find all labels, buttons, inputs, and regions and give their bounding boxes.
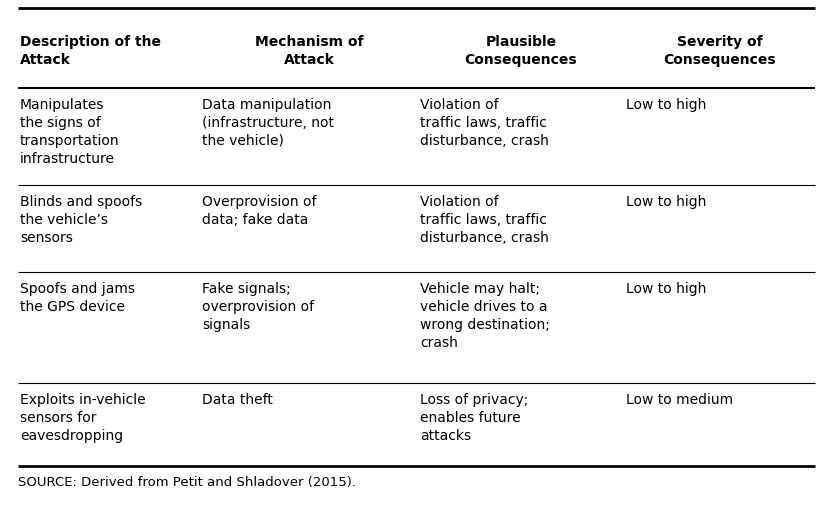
Text: Low to medium: Low to medium xyxy=(626,393,733,407)
Text: Fake signals;
overprovision of
signals: Fake signals; overprovision of signals xyxy=(202,282,314,332)
Text: Vehicle may halt;
vehicle drives to a
wrong destination;
crash: Vehicle may halt; vehicle drives to a wr… xyxy=(420,282,550,350)
Text: Overprovision of
data; fake data: Overprovision of data; fake data xyxy=(202,195,317,227)
Text: Mechanism of
Attack: Mechanism of Attack xyxy=(255,35,363,67)
Text: Violation of
traffic laws, traffic
disturbance, crash: Violation of traffic laws, traffic distu… xyxy=(420,195,549,245)
Text: Violation of
traffic laws, traffic
disturbance, crash: Violation of traffic laws, traffic distu… xyxy=(420,98,549,147)
Text: Blinds and spoofs
the vehicle’s
sensors: Blinds and spoofs the vehicle’s sensors xyxy=(20,195,142,245)
Text: Low to high: Low to high xyxy=(626,282,706,296)
Text: SOURCE: Derived from Petit and Shladover (2015).: SOURCE: Derived from Petit and Shladover… xyxy=(18,476,356,489)
Text: Low to high: Low to high xyxy=(626,195,706,209)
Text: Data theft: Data theft xyxy=(202,393,273,407)
Text: Spoofs and jams
the GPS device: Spoofs and jams the GPS device xyxy=(20,282,135,314)
Text: Loss of privacy;
enables future
attacks: Loss of privacy; enables future attacks xyxy=(420,393,528,443)
Text: Low to high: Low to high xyxy=(626,98,706,112)
Text: Plausible
Consequences: Plausible Consequences xyxy=(465,35,577,67)
Text: Description of the
Attack: Description of the Attack xyxy=(20,35,161,67)
Text: Manipulates
the signs of
transportation
infrastructure: Manipulates the signs of transportation … xyxy=(20,98,120,166)
Text: Severity of
Consequences: Severity of Consequences xyxy=(663,35,776,67)
Text: Data manipulation
(infrastructure, not
the vehicle): Data manipulation (infrastructure, not t… xyxy=(202,98,334,147)
Text: Exploits in-vehicle
sensors for
eavesdropping: Exploits in-vehicle sensors for eavesdro… xyxy=(20,393,146,443)
